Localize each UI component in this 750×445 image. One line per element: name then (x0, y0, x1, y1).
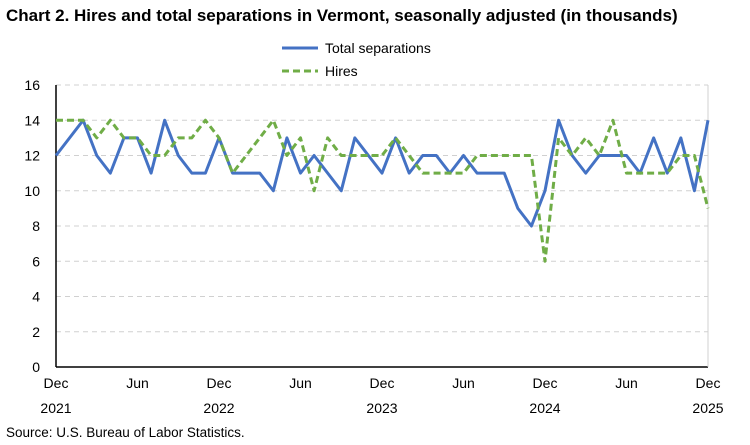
x-tick-label: Jun (289, 375, 312, 391)
source-note: Source: U.S. Bureau of Labor Statistics. (6, 425, 245, 440)
x-tick-label: Dec (370, 375, 395, 391)
x-tick-label: Jun (452, 375, 475, 391)
y-tick-label: 6 (32, 253, 40, 269)
legend-label: Total separations (325, 40, 431, 56)
y-tick-label: 8 (32, 218, 40, 234)
x-tick-label: Jun (126, 375, 149, 391)
y-tick-label: 0 (32, 359, 40, 375)
chart-title: Chart 2. Hires and total separations in … (6, 6, 678, 25)
y-tick-label: 16 (24, 77, 40, 93)
x-tick-year: 2023 (366, 400, 397, 416)
x-tick-label: Jun (615, 375, 638, 391)
x-tick-label: Dec (533, 375, 558, 391)
x-tick-label: Dec (207, 375, 232, 391)
x-tick-year: 2024 (529, 400, 560, 416)
y-tick-label: 12 (24, 148, 40, 164)
y-tick-label: 2 (32, 324, 40, 340)
x-tick-label: Dec (696, 375, 721, 391)
y-tick-label: 10 (24, 183, 40, 199)
x-tick-label: Dec (44, 375, 69, 391)
legend-label: Hires (325, 63, 358, 79)
x-tick-year: 2021 (40, 400, 71, 416)
y-tick-label: 14 (24, 112, 40, 128)
y-tick-label: 4 (32, 289, 40, 305)
x-tick-year: 2022 (203, 400, 234, 416)
x-tick-year: 2025 (692, 400, 723, 416)
